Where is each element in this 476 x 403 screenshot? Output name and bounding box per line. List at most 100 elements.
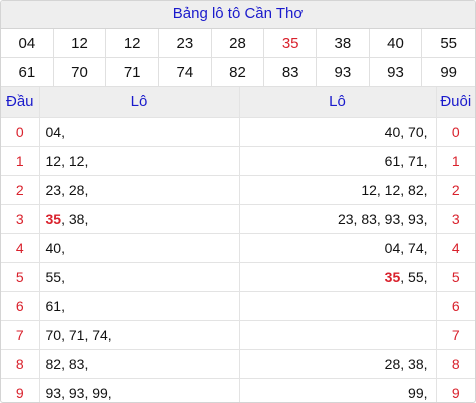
lo-left-cell: 04, bbox=[39, 117, 240, 147]
lo-left-cell: 23, 28, bbox=[39, 175, 240, 205]
dau-cell: 4 bbox=[1, 233, 40, 263]
lo-number: 38 bbox=[68, 210, 85, 227]
lo-number: 04 bbox=[384, 239, 401, 256]
separator: , bbox=[61, 210, 69, 227]
number-cell: 71 bbox=[106, 58, 159, 87]
lo-left-cell: 82, 83, bbox=[39, 349, 240, 379]
separator: , bbox=[400, 355, 409, 372]
lo-right-cell: 04, 74, bbox=[239, 233, 437, 263]
table-row: 5 55, 35, 55, 5 bbox=[1, 262, 475, 292]
number-cell: 12 bbox=[106, 29, 159, 58]
dau-cell: 1 bbox=[1, 146, 40, 176]
number-cell: 61 bbox=[1, 58, 54, 87]
number-cell: 82 bbox=[211, 58, 265, 87]
number-cell: 12 bbox=[53, 29, 107, 58]
lo-number: 99 bbox=[92, 384, 108, 401]
table-row: 6 61, 6 bbox=[1, 291, 475, 321]
header-dau: Đầu bbox=[1, 87, 40, 118]
lo-number: 70 bbox=[408, 123, 424, 140]
dau-cell: 2 bbox=[1, 175, 40, 205]
separator: , bbox=[423, 123, 428, 140]
separator: , bbox=[84, 384, 93, 401]
lo-right-cell bbox=[239, 291, 437, 321]
table-row: 0 04, 40, 70, 0 bbox=[1, 117, 475, 147]
lo-right-cell: 35, 55, bbox=[239, 262, 437, 292]
separator: , bbox=[84, 355, 89, 372]
dau-duoi-table: Đầu Lô Lô Đuôi 0 04, 40, 70, 0 1 12, 12, 61, 7… bbox=[1, 87, 475, 402]
separator: , bbox=[61, 355, 69, 372]
lo-number: 83 bbox=[361, 210, 377, 227]
table-row: 1 12, 12, 61, 71, 1 bbox=[1, 146, 475, 176]
separator: , bbox=[107, 326, 112, 343]
separator: , bbox=[423, 268, 428, 285]
duoi-cell: 0 bbox=[436, 117, 475, 147]
lo-left-cell: 93, 93, 99, bbox=[39, 378, 240, 402]
table-header-row: Đầu Lô Lô Đuôi bbox=[1, 87, 475, 118]
lo-number: 04 bbox=[45, 123, 62, 140]
lo-number: 71 bbox=[68, 326, 85, 343]
number-cell: 04 bbox=[1, 29, 54, 58]
separator: , bbox=[61, 297, 65, 314]
duoi-cell: 4 bbox=[436, 233, 475, 263]
lo-right-cell: 28, 38, bbox=[239, 349, 437, 379]
dau-cell: 9 bbox=[1, 378, 40, 402]
lo-right-cell: 99, bbox=[239, 378, 437, 402]
lo-number: 12 bbox=[45, 152, 62, 169]
table-row: 4 40, 04, 74, 4 bbox=[1, 233, 475, 263]
separator: , bbox=[423, 239, 428, 256]
separator: , bbox=[84, 326, 93, 343]
header-duoi: Đuôi bbox=[436, 87, 475, 118]
number-cell: 74 bbox=[159, 58, 212, 87]
separator: , bbox=[400, 152, 409, 169]
duoi-cell: 8 bbox=[436, 349, 475, 379]
duoi-cell: 9 bbox=[436, 378, 475, 402]
lo-number: 55 bbox=[408, 268, 424, 285]
lo-left-cell: 70, 71, 74, bbox=[39, 320, 240, 350]
separator: , bbox=[84, 181, 89, 198]
separator: , bbox=[61, 268, 65, 285]
separator: , bbox=[423, 181, 428, 198]
separator: , bbox=[423, 355, 428, 372]
number-cell: 93 bbox=[317, 58, 370, 87]
separator: , bbox=[61, 152, 69, 169]
lo-number: 93 bbox=[384, 210, 401, 227]
lo-number: 28 bbox=[68, 181, 85, 198]
duoi-cell: 6 bbox=[436, 291, 475, 321]
lo-left-cell: 61, bbox=[39, 291, 240, 321]
lo-number: 23 bbox=[45, 181, 62, 198]
lo-number: 74 bbox=[92, 326, 108, 343]
lo-number: 83 bbox=[68, 355, 85, 372]
lo-number: 74 bbox=[408, 239, 424, 256]
number-grid: 04 12 12 23 28 35 38 40 55 61 70 71 74 82 83 93 93 99 bbox=[1, 29, 475, 87]
lo-left-cell: 55, bbox=[39, 262, 240, 292]
duoi-cell: 5 bbox=[436, 262, 475, 292]
lo-number: 61 bbox=[45, 297, 62, 314]
lo-left-cell: 35, 38, bbox=[39, 204, 240, 234]
separator: , bbox=[61, 326, 69, 343]
separator: , bbox=[400, 181, 409, 198]
lo-left-cell: 12, 12, bbox=[39, 146, 240, 176]
lo-number: 93 bbox=[408, 210, 424, 227]
separator: , bbox=[107, 384, 112, 401]
separator: , bbox=[84, 210, 89, 227]
lo-right-cell: 40, 70, bbox=[239, 117, 437, 147]
lo-number: 23 bbox=[337, 210, 354, 227]
lo-right-cell: 23, 83, 93, 93, bbox=[239, 204, 437, 234]
dau-cell: 6 bbox=[1, 291, 40, 321]
separator: , bbox=[353, 210, 362, 227]
lo-number: 55 bbox=[45, 268, 62, 285]
duoi-cell: 3 bbox=[436, 204, 475, 234]
lo-right-cell bbox=[239, 320, 437, 350]
dau-cell: 7 bbox=[1, 320, 40, 350]
lo-right-cell: 12, 12, 82, bbox=[239, 175, 437, 205]
header-lo-left: Lô bbox=[39, 87, 240, 118]
separator: , bbox=[61, 123, 65, 140]
lo-number: 38 bbox=[408, 355, 424, 372]
number-cell: 23 bbox=[159, 29, 212, 58]
separator: , bbox=[61, 384, 69, 401]
lo-number: 35 bbox=[384, 268, 401, 285]
lo-number: 82 bbox=[45, 355, 62, 372]
lo-number: 28 bbox=[384, 355, 401, 372]
number-cell: 38 bbox=[317, 29, 370, 58]
lo-left-cell: 40, bbox=[39, 233, 240, 263]
